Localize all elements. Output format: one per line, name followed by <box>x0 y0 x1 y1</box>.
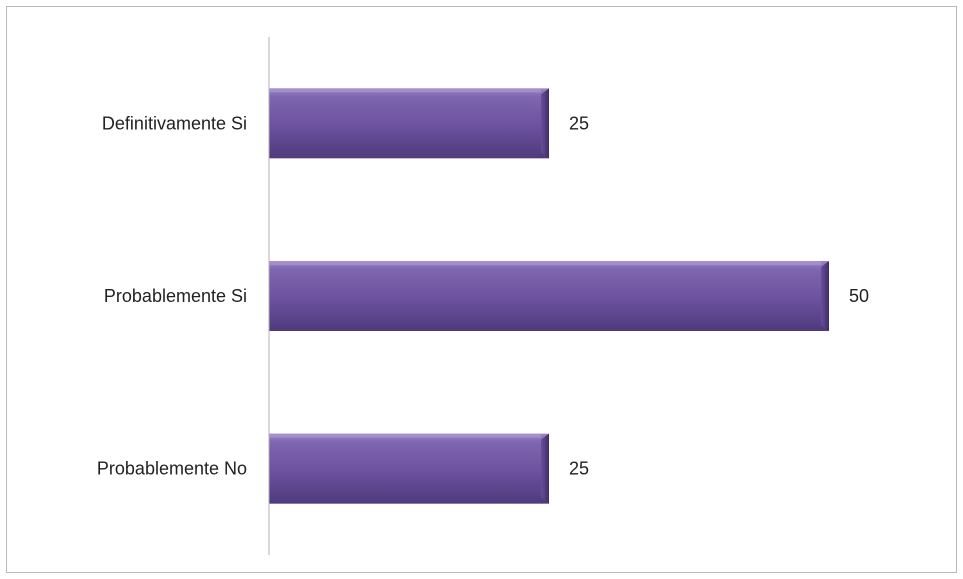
bar-group: Definitivamente Si 25 <box>102 88 589 159</box>
bar <box>269 261 829 331</box>
bar-group: Probablemente Si 50 <box>104 261 869 331</box>
bar-highlight <box>269 261 821 265</box>
value-label: 25 <box>569 459 589 479</box>
bar <box>269 433 549 504</box>
category-label: Probablemente Si <box>104 286 247 306</box>
category-label: Probablemente No <box>97 459 247 479</box>
bar-end-cap <box>541 433 549 504</box>
category-label: Definitivamente Si <box>102 113 247 133</box>
chart-frame: Definitivamente Si 25 Probablemente Si 50 Pr… <box>6 6 957 573</box>
bar <box>269 88 549 159</box>
bar-highlight <box>269 88 541 93</box>
bar-highlight <box>269 433 541 438</box>
bar-group: Probablemente No 25 <box>97 433 589 504</box>
value-label: 50 <box>849 286 869 306</box>
value-label: 25 <box>569 113 589 133</box>
bar-end-cap <box>821 261 829 331</box>
bar-end-cap <box>541 88 549 159</box>
